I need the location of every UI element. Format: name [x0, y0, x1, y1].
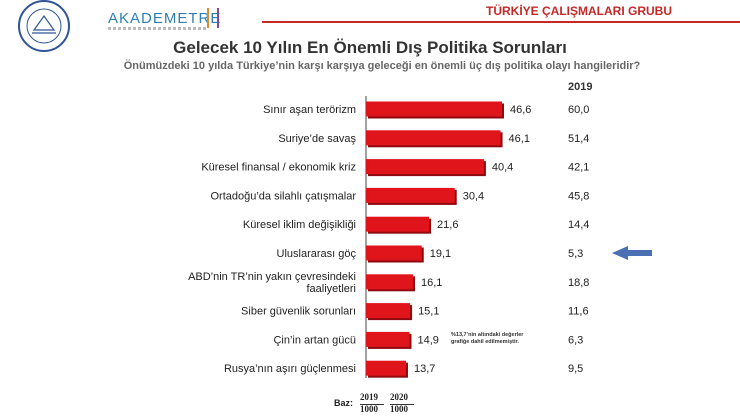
chart-title: Gelecek 10 Yılın En Önemli Dış Politika … — [173, 38, 567, 57]
value-label-2020: 46,6 — [510, 104, 531, 116]
value-label-2020: 15,1 — [418, 306, 439, 318]
year-column-header: 2019 — [568, 81, 593, 93]
bar — [366, 245, 422, 261]
chart-note: %13,7’nin altındaki değerler grafiğe dah… — [451, 332, 524, 345]
bar — [366, 331, 410, 347]
base-label: Baz: — [334, 398, 354, 408]
chart-subtitle: Önümüzdeki 10 yılda Türkiye’nin karşı ka… — [123, 60, 641, 72]
university-seal-logo — [18, 0, 70, 52]
value-label-2019: 5,3 — [568, 248, 583, 260]
brand-name: AKADEMETRE — [108, 10, 222, 27]
category-label: Suriye’de savaş — [278, 133, 356, 145]
value-label-2019: 45,8 — [568, 190, 589, 202]
bar — [366, 130, 501, 146]
category-label: Küresel iklim değişikliği — [243, 219, 356, 231]
value-label-2019: 9,5 — [568, 363, 583, 375]
bar — [366, 187, 455, 203]
value-label-2020: 21,6 — [437, 219, 458, 231]
value-label-2019: 6,3 — [568, 334, 583, 346]
value-label-2020: 30,4 — [463, 190, 484, 202]
brand-underline — [108, 27, 208, 30]
value-label-2019: 51,4 — [568, 133, 589, 145]
value-label-2019: 18,8 — [568, 277, 589, 289]
value-label-2019: 60,0 — [568, 104, 589, 116]
group-title: TÜRKİYE ÇALIŞMALARI GRUBU — [486, 4, 672, 18]
value-label-2020: 16,1 — [421, 277, 442, 289]
base-n-2020: 1000 — [390, 404, 408, 414]
base-n-2019: 1000 — [360, 404, 378, 414]
bar — [366, 159, 484, 175]
value-label-2020: 46,1 — [509, 133, 530, 145]
header-rule — [262, 21, 740, 23]
category-label: Siber güvenlik sorunları — [241, 306, 356, 318]
value-label-2019: 14,4 — [568, 219, 589, 231]
category-label: Ortadoğu’da silahlı çatışmalar — [210, 190, 356, 202]
category-label: Uluslararası göç — [277, 248, 357, 260]
value-label-2020: 40,4 — [492, 162, 513, 174]
value-label-2020: 19,1 — [430, 248, 451, 260]
base-year-2019: 2019 — [360, 392, 378, 402]
base-rule — [390, 404, 414, 405]
value-label-2019: 42,1 — [568, 162, 589, 174]
bar — [366, 216, 430, 232]
highlight-arrow-icon — [612, 246, 652, 260]
bar — [366, 360, 406, 376]
category-label: ABD’nin TR’nin yakın çevresindeki faaliye… — [188, 271, 356, 295]
bar — [366, 274, 413, 290]
brand-mark-icon — [207, 8, 219, 28]
category-label: Küresel finansal / ekonomik kriz — [201, 162, 356, 174]
value-label-2019: 11,6 — [568, 306, 589, 318]
value-label-2020: 14,9 — [417, 334, 438, 346]
base-year-2020: 2020 — [390, 392, 408, 402]
base-rule — [360, 404, 384, 405]
value-label-2020: 13,7 — [414, 363, 435, 375]
bar — [366, 303, 411, 319]
category-label: Sınır aşan terörizm — [263, 104, 356, 116]
bar — [366, 101, 502, 117]
category-label: Çin’in artan gücü — [273, 334, 356, 346]
category-label: Rusya’nın aşırı güçlenmesi — [224, 363, 356, 375]
